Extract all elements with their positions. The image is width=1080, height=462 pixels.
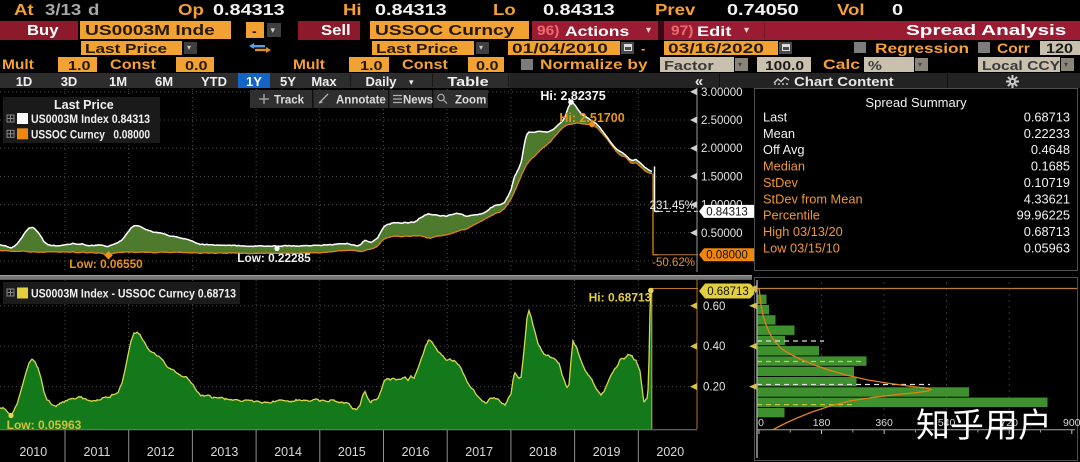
svg-text:Spread Summary: Spread Summary [865,95,967,110]
svg-text:3.00000: 3.00000 [701,87,743,99]
svg-text:Low: 0.22285: Low: 0.22285 [237,251,311,265]
svg-text:0.08000: 0.08000 [706,250,748,262]
svg-text:High 03/13/20: High 03/13/20 [763,224,843,239]
svg-text:2019: 2019 [593,445,621,459]
svg-text:Mean: Mean [763,126,795,141]
svg-text:-50.62%: -50.62% [652,257,695,269]
svg-text:Low 03/15/10: Low 03/15/10 [763,240,840,255]
svg-text:2016: 2016 [402,445,430,459]
svg-text:Last: Last [763,110,788,125]
svg-text:231.45%: 231.45% [650,200,695,212]
svg-text:0.60: 0.60 [703,301,725,313]
svg-text:0.40: 0.40 [703,341,725,353]
svg-text:2.00000: 2.00000 [701,143,743,155]
svg-text:Percentile: Percentile [763,208,820,223]
svg-text:US0003M Index 0.84313: US0003M Index 0.84313 [31,114,150,126]
svg-text:2017: 2017 [465,445,493,459]
svg-text:0.1685: 0.1685 [1031,159,1070,174]
svg-text:Hi: 0.68713: Hi: 0.68713 [589,291,652,305]
svg-text:Hi: 2.51700: Hi: 2.51700 [559,111,624,125]
svg-text:Low: 0.06550: Low: 0.06550 [69,257,143,271]
svg-text:0.50000: 0.50000 [701,228,743,240]
svg-text:99.96225: 99.96225 [1017,208,1070,223]
svg-text:2011: 2011 [84,445,111,459]
svg-text:0.20: 0.20 [703,382,725,394]
svg-text:0.22233: 0.22233 [1024,126,1070,141]
svg-text:0.10719: 0.10719 [1024,175,1070,190]
svg-text:360: 360 [875,417,893,429]
svg-text:0.05963: 0.05963 [1024,240,1070,255]
svg-text:USSOC Curncy 0.08000: USSOC Curncy 0.08000 [31,129,150,141]
svg-text:2010: 2010 [19,445,47,459]
svg-text:4.33621: 4.33621 [1024,191,1070,206]
svg-text:2.50000: 2.50000 [701,115,743,127]
svg-text:Low: 0.05963: Low: 0.05963 [7,418,82,432]
svg-text:2018: 2018 [529,445,557,459]
svg-text:Last Price: Last Price [54,98,114,112]
svg-text:180: 180 [813,417,831,429]
svg-text:US0003M Index - USSOC Curncy 0: US0003M Index - USSOC Curncy 0.68713 [31,289,236,301]
svg-text:0.84313: 0.84313 [706,206,748,218]
svg-text:News: News [403,95,433,107]
svg-text:Median: Median [763,159,805,174]
svg-text:0.68713: 0.68713 [707,286,749,298]
svg-text:StDev from Mean: StDev from Mean [763,191,863,206]
svg-text:2013: 2013 [210,445,238,459]
svg-text:2012: 2012 [147,445,175,459]
svg-text:Zoom: Zoom [455,95,486,107]
svg-text:0.68713: 0.68713 [1024,110,1070,125]
svg-text:Annotate: Annotate [336,95,386,107]
svg-text:2020: 2020 [656,445,684,459]
svg-text:Hi: 2.82375: Hi: 2.82375 [540,89,605,103]
svg-text:Off Avg: Off Avg [763,142,805,157]
svg-text:1.50000: 1.50000 [701,171,743,183]
svg-text:2015: 2015 [338,445,366,459]
svg-text:0.68713: 0.68713 [1024,224,1070,239]
svg-text:0: 0 [758,417,764,429]
svg-text:0.4648: 0.4648 [1031,142,1070,157]
svg-text:StDev: StDev [763,175,798,190]
svg-text:Track: Track [274,95,305,107]
svg-text:2014: 2014 [274,445,302,459]
svg-text:900: 900 [1063,417,1080,429]
